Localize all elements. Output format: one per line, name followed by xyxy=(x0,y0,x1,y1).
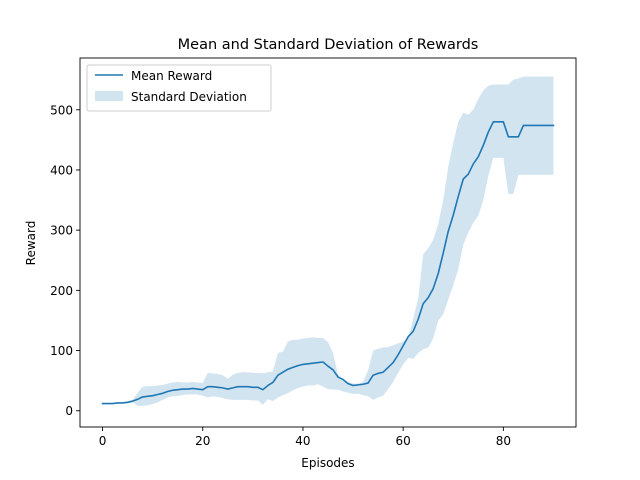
axes-frame xyxy=(79,57,577,428)
std-deviation-band xyxy=(102,76,554,406)
legend-std-swatch xyxy=(95,91,123,101)
y-axis-ticks: 0 100 200 300 400 500 xyxy=(50,103,80,418)
x-tick-label: 80 xyxy=(496,434,511,448)
y-tick-label: 300 xyxy=(50,224,73,238)
legend-box xyxy=(86,64,272,112)
y-tick-label: 200 xyxy=(50,284,73,298)
x-tick-label: 0 xyxy=(99,434,107,448)
chart-title: Mean and Standard Deviation of Rewards xyxy=(178,37,479,53)
legend-std-label: Standard Deviation xyxy=(131,90,247,104)
y-tick-label: 500 xyxy=(50,103,73,117)
x-tick-label: 40 xyxy=(295,434,310,448)
y-tick-label: 400 xyxy=(50,163,73,177)
plot-area xyxy=(101,76,555,406)
x-tick-label: 60 xyxy=(396,434,411,448)
x-axis-ticks: 0 20 40 60 80 xyxy=(99,427,511,448)
y-tick-label: 100 xyxy=(50,344,73,358)
legend-mean-label: Mean Reward xyxy=(131,69,212,83)
y-axis-label: Reward xyxy=(24,221,38,266)
x-tick-label: 20 xyxy=(195,434,210,448)
y-tick-label: 0 xyxy=(65,404,73,418)
legend: Mean Reward Standard Deviation xyxy=(86,64,272,112)
x-axis-label: Episodes xyxy=(301,456,354,470)
mean-reward-line xyxy=(101,121,555,405)
